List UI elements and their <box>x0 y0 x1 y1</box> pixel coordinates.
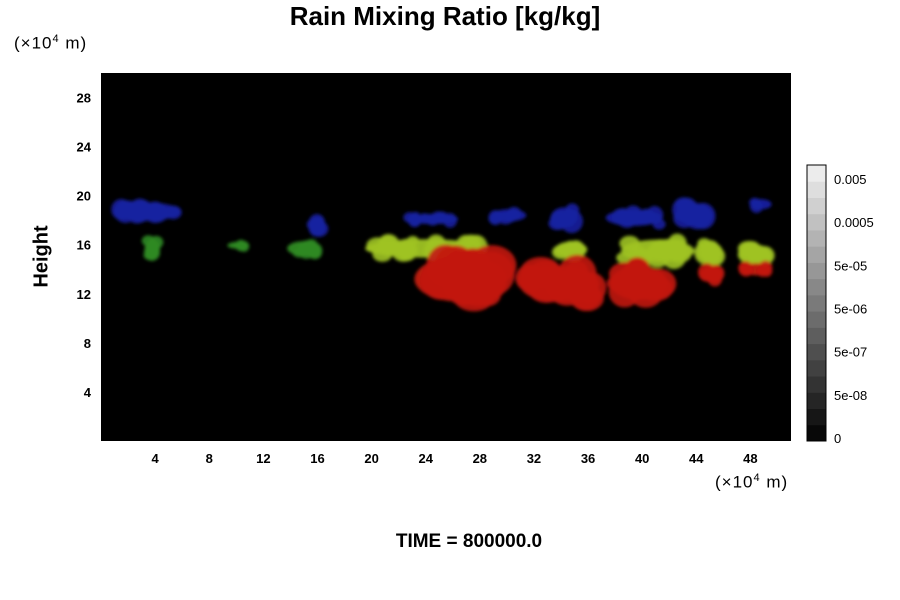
rain-region-7 <box>749 197 772 214</box>
colorbar-swatch <box>807 343 826 361</box>
colorbar-label: 0.005 <box>834 172 867 187</box>
rain-region-4 <box>548 203 584 234</box>
colorbar-labels: 0.005 0.0005 5e-05 5e-06 5e-07 5e-08 0 <box>834 172 874 446</box>
x-tick-label: 24 <box>418 451 433 466</box>
y-tick-label: 4 <box>84 385 92 400</box>
rain-region-19 <box>697 263 725 287</box>
colorbar-swatch <box>807 311 826 328</box>
x-tick-label: 4 <box>152 451 160 466</box>
y-axis-ticks: 4 8 12 16 20 24 28 <box>77 91 92 400</box>
rain-region-8 <box>141 235 164 261</box>
x-tick-label: 8 <box>206 451 213 466</box>
colorbar-swatch <box>807 197 826 215</box>
x-tick-label: 28 <box>473 451 487 466</box>
y-tick-label: 8 <box>84 336 91 351</box>
y-tick-label: 16 <box>77 238 91 253</box>
colorbar-label: 0 <box>834 431 841 446</box>
colorbar-swatch <box>807 278 826 296</box>
rain-region-1 <box>306 213 329 237</box>
rain-region-9 <box>227 239 250 252</box>
rain-region-3 <box>488 206 527 226</box>
colorbar-swatch <box>807 165 826 182</box>
x-tick-label: 40 <box>635 451 649 466</box>
rain-region-20 <box>738 260 773 277</box>
colorbar-label: 5e-06 <box>834 302 867 317</box>
x-tick-label: 48 <box>743 451 757 466</box>
colorbar-swatch <box>807 229 826 247</box>
rain-region-16 <box>414 244 517 312</box>
y-tick-label: 28 <box>77 91 91 106</box>
x-tick-label: 16 <box>310 451 324 466</box>
colorbar-swatch <box>807 359 826 377</box>
colorbar-label: 5e-05 <box>834 258 867 273</box>
colorbar-label: 5e-08 <box>834 388 867 403</box>
time-label: TIME = 800000.0 <box>395 531 543 552</box>
x-axis-ticks: 4 8 12 16 20 24 28 32 36 40 44 48 <box>152 451 758 466</box>
colorbar-frame <box>806 164 827 442</box>
rain-region-13 <box>616 233 695 270</box>
x-tick-label: 44 <box>689 451 704 466</box>
colorbar <box>806 164 827 442</box>
colorbar-swatch <box>807 327 826 345</box>
rain-region-2 <box>403 211 459 228</box>
colorbar-swatch <box>807 294 826 312</box>
colorbar-swatch <box>807 213 826 231</box>
x-unit-label: (×104 m) <box>715 472 789 492</box>
rain-region-17 <box>515 254 607 312</box>
chart-title: Rain Mixing Ratio [kg/kg] <box>289 1 601 31</box>
x-tick-label: 32 <box>527 451 541 466</box>
x-tick-label: 36 <box>581 451 595 466</box>
x-tick-label: 12 <box>256 451 270 466</box>
colorbar-swatch <box>807 392 826 410</box>
rain-region-18 <box>606 257 677 308</box>
colorbar-swatch <box>807 408 826 426</box>
y-tick-label: 24 <box>77 140 92 155</box>
rain-region-6 <box>672 197 716 230</box>
colorbar-swatch <box>807 424 826 442</box>
data-regions <box>111 197 775 312</box>
y-tick-label: 20 <box>77 189 91 204</box>
y-tick-label: 12 <box>77 287 91 302</box>
rain-region-5 <box>605 205 666 230</box>
y-unit-label: (×104 m) <box>14 33 88 53</box>
rain-region-10 <box>287 239 323 260</box>
colorbar-swatch <box>807 181 826 198</box>
colorbar-swatch <box>807 376 826 393</box>
rain-region-15 <box>737 240 775 265</box>
x-tick-label: 20 <box>364 451 378 466</box>
rain-region-0 <box>111 198 182 224</box>
colorbar-swatch <box>807 246 826 263</box>
colorbar-swatch <box>807 262 826 280</box>
colorbar-label: 5e-07 <box>834 345 867 360</box>
colorbar-label: 0.0005 <box>834 215 874 230</box>
rain-region-14 <box>694 238 726 267</box>
